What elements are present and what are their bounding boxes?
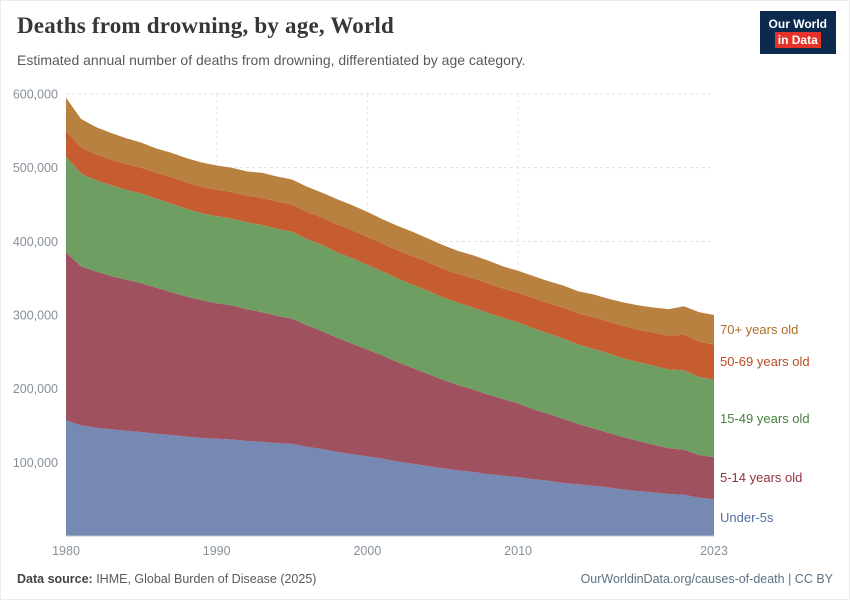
svg-text:1990: 1990: [203, 544, 231, 558]
svg-text:2000: 2000: [353, 544, 381, 558]
svg-text:2023: 2023: [700, 544, 728, 558]
owid-logo-text-bottom: in Data: [774, 32, 821, 49]
svg-text:500,000: 500,000: [13, 161, 58, 175]
legend-item-5-14[interactable]: 5-14 years old: [720, 470, 803, 486]
legend-item-50-69[interactable]: 50-69 years old: [720, 354, 810, 370]
legend-item-15-49[interactable]: 15-49 years old: [720, 410, 810, 426]
svg-text:300,000: 300,000: [13, 309, 58, 323]
data-source-label: Data source:: [17, 572, 93, 586]
page-title: Deaths from drowning, by age, World: [17, 13, 394, 38]
svg-text:200,000: 200,000: [13, 382, 58, 396]
owid-logo[interactable]: Our World in Data: [759, 11, 836, 55]
owid-logo-text-top: Our World: [768, 17, 827, 31]
legend-item-70-plus[interactable]: 70+ years old: [720, 321, 799, 337]
data-source-text: IHME, Global Burden of Disease (2025): [92, 572, 317, 586]
svg-text:2010: 2010: [504, 544, 532, 558]
legend-item-under-5s[interactable]: Under-5s: [720, 509, 774, 525]
svg-text:100,000: 100,000: [13, 456, 58, 470]
svg-text:400,000: 400,000: [13, 235, 58, 249]
page-subtitle: Estimated annual number of deaths from d…: [17, 52, 526, 68]
data-source-note: Data source: IHME, Global Burden of Dise…: [17, 572, 316, 586]
svg-text:1980: 1980: [52, 544, 80, 558]
svg-text:600,000: 600,000: [13, 88, 58, 102]
credit-link[interactable]: OurWorldinData.org/causes-of-death | CC …: [580, 572, 833, 586]
